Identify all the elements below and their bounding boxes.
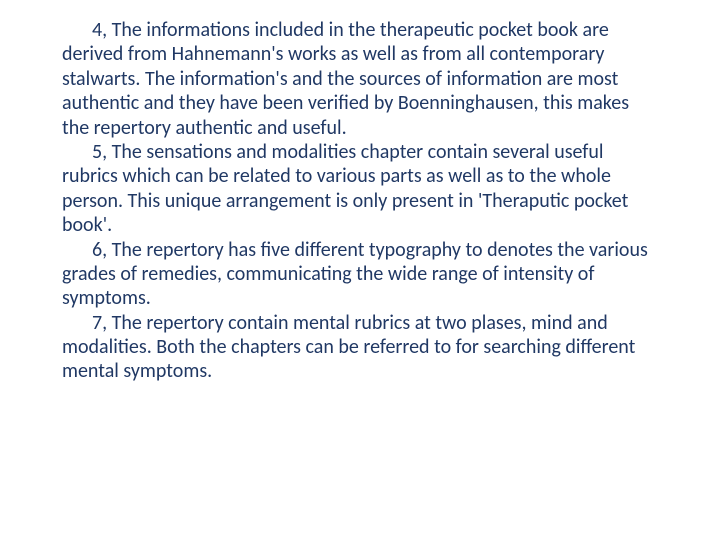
paragraph-7: 7, The repertory contain mental rubrics … — [62, 311, 658, 384]
paragraph-4: 4, The informations included in the ther… — [62, 18, 658, 140]
document-page: 4, The informations included in the ther… — [0, 0, 720, 540]
paragraph-5: 5, The sensations and modalities chapter… — [62, 140, 658, 238]
paragraph-6: 6, The repertory has five different typo… — [62, 238, 658, 311]
